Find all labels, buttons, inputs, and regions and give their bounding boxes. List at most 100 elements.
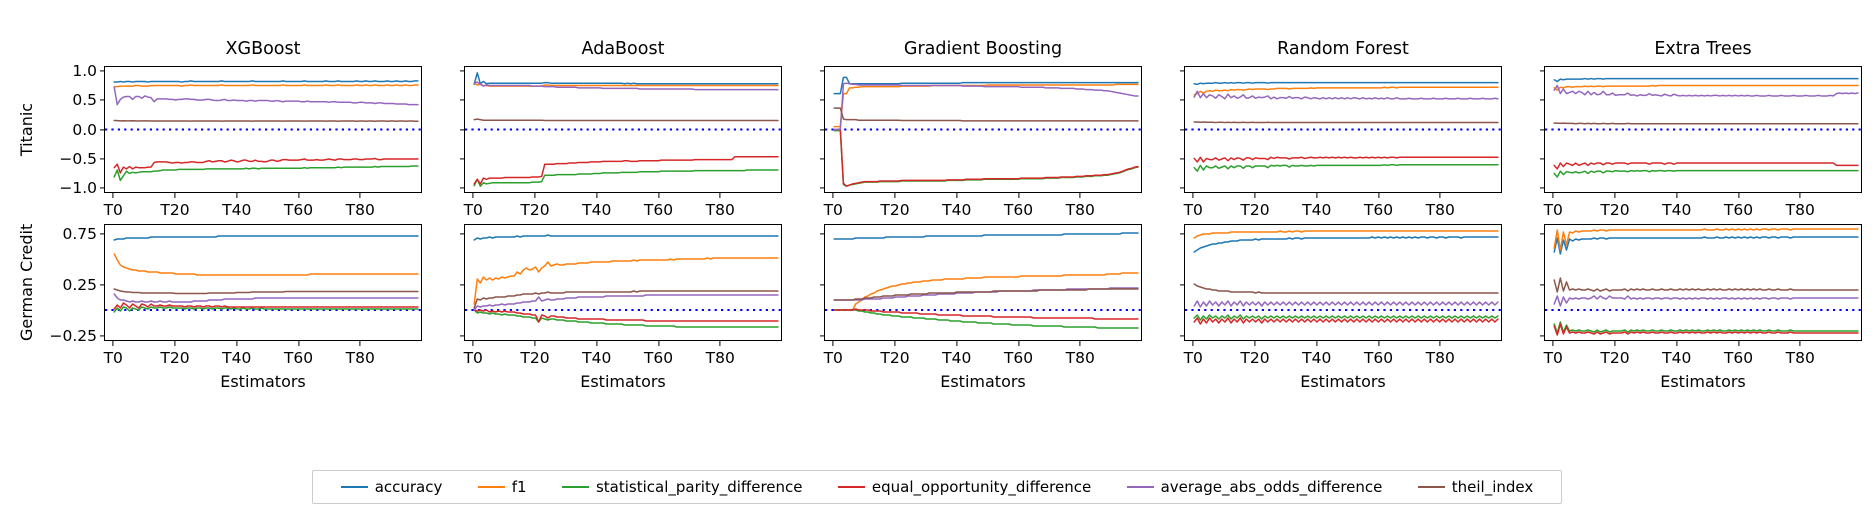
series-line-accuracy: [1193, 236, 1499, 253]
x-tick-label: T40: [1662, 201, 1692, 219]
x-tick-label: T0: [463, 349, 483, 367]
x-tick-label: T80: [705, 349, 735, 367]
x-tick-label: T80: [1065, 201, 1095, 219]
x-tick-mark: [1192, 341, 1194, 346]
subplot-title: XGBoost: [225, 39, 301, 59]
y-tick-mark: [459, 70, 464, 72]
axes-frame: [104, 66, 422, 193]
series-line-statistical-parity-difference: [113, 306, 419, 313]
series-line-f1: [1193, 230, 1499, 239]
subplot-title: AdaBoost: [581, 39, 665, 59]
x-tick-label: T80: [1425, 201, 1455, 219]
y-tick-mark: [1179, 284, 1184, 286]
x-tick-mark: [1079, 193, 1081, 198]
y-tick-mark: [1179, 99, 1184, 101]
x-tick-label: T60: [1723, 201, 1754, 219]
legend-color-swatch: [837, 486, 865, 488]
legend-item-equal-opportunity-difference: equal_opportunity_difference: [837, 478, 1092, 496]
x-tick-mark: [1316, 193, 1318, 198]
x-tick-mark: [1439, 193, 1441, 198]
series-line-accuracy: [1553, 236, 1859, 255]
legend-color-swatch: [340, 486, 368, 488]
subplot-gradient-boosting-german-credit: T0 T20 T40 T60 T80 Estimators: [819, 224, 1142, 391]
x-tick-label: T40: [222, 349, 252, 367]
subplot-xgboost-german-credit: 0.75 0.25 −0.25 T0 T20 T40 T60 T80 Estimators: [50, 224, 422, 391]
x-tick-label: T0: [823, 349, 843, 367]
x-tick-label: T0: [1543, 201, 1563, 219]
x-tick-mark: [657, 193, 660, 198]
legend-label: equal_opportunity_difference: [871, 478, 1092, 496]
x-tick-mark: [1676, 341, 1678, 346]
legend-label: f1: [511, 478, 527, 496]
series-line-theil-index: [473, 118, 779, 122]
series-line-f1: [1553, 228, 1859, 251]
y-tick-mark: [1179, 70, 1184, 72]
legend-item-statistical-parity-difference: statistical_parity_difference: [561, 478, 803, 496]
series-line-equal-opportunity-difference: [113, 157, 419, 174]
x-tick-mark: [1737, 193, 1740, 198]
y-tick-mark: [459, 284, 464, 286]
legend-label: statistical_parity_difference: [595, 478, 803, 496]
series-line-accuracy: [1193, 81, 1499, 86]
x-tick-label: T0: [103, 349, 123, 367]
x-tick-label: T0: [103, 201, 123, 219]
y-tick-label: 0.25: [62, 276, 97, 295]
axes-frame: [104, 224, 422, 341]
axes-frame: [464, 224, 782, 341]
subplot-title: Gradient Boosting: [903, 39, 1063, 59]
x-tick-mark: [1552, 341, 1554, 346]
y-tick-mark: [819, 128, 824, 131]
x-tick-label: T80: [1065, 349, 1095, 367]
y-tick-mark: [1539, 233, 1544, 235]
series-line-equal-opportunity-difference: [1553, 162, 1859, 170]
x-tick-label: T0: [1543, 349, 1563, 367]
x-tick-label: T20: [160, 349, 190, 367]
series-line-accuracy: [833, 232, 1139, 240]
legend-color-swatch: [561, 486, 589, 488]
x-tick-label: T40: [1302, 201, 1332, 219]
x-tick-mark: [359, 193, 361, 198]
x-tick-mark: [1439, 341, 1441, 346]
legend-item-average-abs-odds-difference: average_abs_odds_difference: [1126, 478, 1382, 496]
series-line-equal-opportunity-difference: [833, 128, 1139, 187]
subplot-random-forest-german-credit: T0 T20 T40 T60 T80 Estimators: [1179, 224, 1502, 391]
series-line-average-abs-odds-difference: [113, 293, 419, 303]
series-line-equal-opportunity-difference: [833, 308, 1139, 320]
subplot-xgboost-titanic: XGBoost 1.0 0.5 0.0 −0.5 −1.0 T0 T20 T40 T60 T80: [59, 40, 422, 219]
x-tick-label: T20: [880, 349, 910, 367]
series-line-statistical-parity-difference: [113, 165, 419, 182]
y-tick-mark: [99, 335, 104, 337]
x-tick-mark: [472, 193, 474, 198]
subplot-title: Extra Trees: [1654, 39, 1752, 59]
y-tick-mark: [1539, 187, 1544, 189]
x-tick-mark: [832, 193, 834, 198]
series-line-accuracy: [113, 80, 419, 83]
legend-item-theil-index: theil_index: [1417, 478, 1533, 496]
y-tick-mark: [819, 99, 824, 101]
series-line-average-abs-odds-difference: [473, 81, 779, 91]
y-tick-mark: [819, 233, 824, 235]
x-tick-mark: [112, 193, 114, 198]
series-line-theil-index: [833, 107, 1139, 122]
x-tick-mark: [1254, 341, 1256, 346]
x-tick-label: T60: [1003, 349, 1034, 367]
subplot-gradient-boosting-titanic: Gradient Boosting T0 T20 T40 T60 T80: [819, 40, 1142, 219]
x-tick-mark: [297, 341, 300, 346]
x-tick-mark: [596, 341, 598, 346]
x-tick-label: T20: [520, 201, 550, 219]
series-line-equal-opportunity-difference: [473, 155, 779, 185]
y-tick-mark: [819, 284, 824, 286]
legend-color-swatch: [477, 486, 505, 488]
y-tick-mark: [1539, 335, 1544, 337]
x-axis-label: Estimators: [580, 372, 666, 391]
legend-item-accuracy: accuracy: [340, 478, 442, 496]
axes-frame: [824, 224, 1142, 341]
series-line-average-abs-odds-difference: [1553, 84, 1859, 97]
x-tick-label: T0: [823, 201, 843, 219]
x-tick-mark: [1079, 341, 1081, 346]
y-tick-mark: [99, 284, 104, 286]
x-tick-label: T20: [1240, 201, 1270, 219]
series-line-theil-index: [1193, 121, 1499, 124]
x-tick-mark: [657, 341, 660, 346]
axes-frame: [824, 66, 1142, 193]
